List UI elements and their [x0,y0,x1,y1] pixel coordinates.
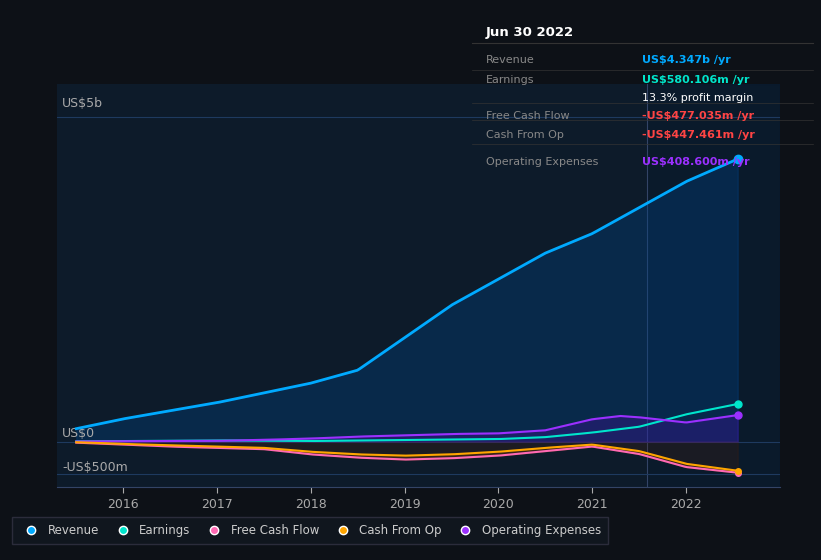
Text: US$5b: US$5b [62,97,103,110]
Text: Earnings: Earnings [486,76,534,86]
Text: -US$447.461m /yr: -US$447.461m /yr [643,130,755,140]
Text: -US$477.035m /yr: -US$477.035m /yr [643,111,754,122]
Text: US$408.600m /yr: US$408.600m /yr [643,157,750,167]
Text: US$4.347b /yr: US$4.347b /yr [643,55,732,65]
Text: US$580.106m /yr: US$580.106m /yr [643,76,750,86]
Text: Free Cash Flow: Free Cash Flow [486,111,569,122]
Text: US$0: US$0 [62,427,95,440]
Text: 13.3% profit margin: 13.3% profit margin [643,92,754,102]
Text: Revenue: Revenue [486,55,534,65]
Text: Jun 30 2022: Jun 30 2022 [486,26,574,39]
Legend: Revenue, Earnings, Free Cash Flow, Cash From Op, Operating Expenses: Revenue, Earnings, Free Cash Flow, Cash … [12,517,608,544]
Text: Operating Expenses: Operating Expenses [486,157,598,167]
Text: -US$500m: -US$500m [62,460,128,474]
Text: Cash From Op: Cash From Op [486,130,563,140]
Bar [647,84,780,487]
